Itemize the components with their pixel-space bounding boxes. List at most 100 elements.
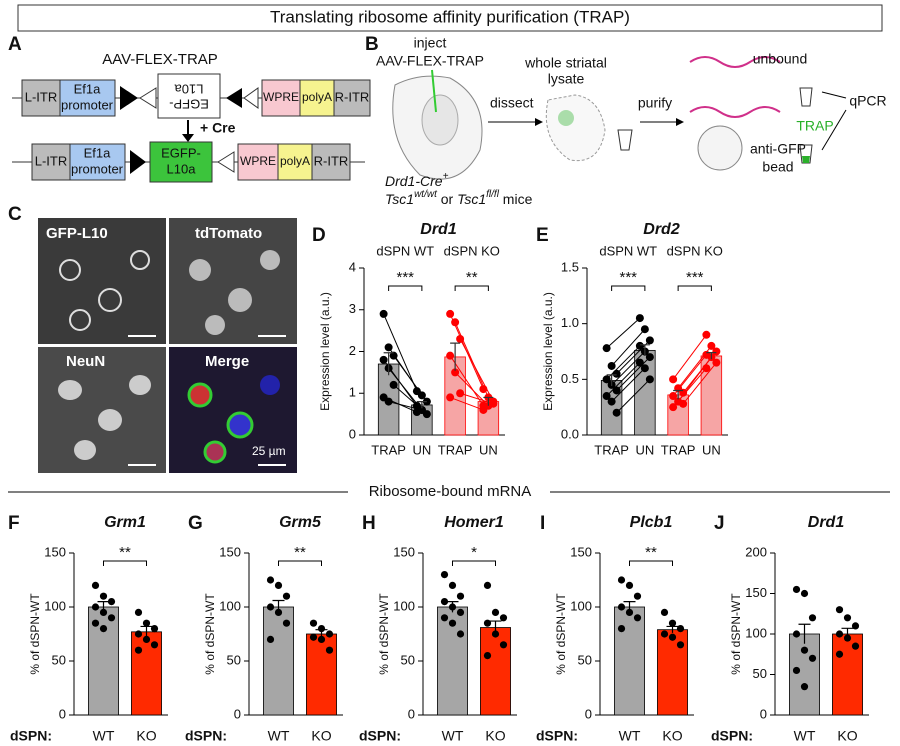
point (676, 641, 685, 649)
error-bar (446, 601, 459, 613)
y-tick-label: 100 (570, 598, 592, 613)
y-tick-label: 3 (349, 301, 356, 316)
y-tick-label: 50 (52, 652, 66, 667)
pair-line (459, 338, 494, 402)
error-bar (489, 620, 502, 634)
point (282, 619, 291, 627)
point (679, 399, 688, 408)
point (384, 397, 393, 406)
construct-title: AAV-FLEX-TRAP (102, 51, 218, 68)
pair-line (616, 356, 651, 391)
y-tick-label: 1.0 (561, 315, 579, 330)
x-tick-label: UN (635, 442, 654, 457)
point (851, 622, 860, 630)
point (660, 608, 669, 617)
point (91, 619, 100, 627)
point (389, 380, 398, 389)
mouse-line: Tsc1wt/wt or Tsc1fl/fl mice (385, 189, 533, 207)
panel-a: AAV-FLEX-TRAP L-ITR Ef1a promoter EGFP- … (12, 51, 371, 183)
point (417, 405, 426, 414)
section-title: Ribosome-bound mRNA (369, 483, 532, 500)
point (448, 581, 457, 590)
panel-label: H (362, 513, 376, 534)
panel-label: I (540, 513, 545, 534)
y-tick-label: 100 (745, 625, 767, 640)
pair-line (682, 362, 717, 405)
label: inject (414, 35, 447, 51)
point (635, 314, 644, 323)
panel-label: F (8, 513, 20, 534)
y-axis-label: % of dSPN-WT (377, 593, 391, 675)
point (479, 385, 488, 394)
label: R-ITR (314, 153, 349, 168)
x-prefix: dSPN: (185, 728, 227, 744)
point (99, 625, 108, 633)
significance: *** (396, 269, 414, 286)
chart-title: Drd1 (420, 221, 457, 238)
error-bar (483, 396, 494, 406)
significance-bracket (611, 285, 646, 291)
point (712, 347, 721, 356)
point (274, 581, 283, 590)
y-tick-label: 0 (59, 706, 66, 721)
point (325, 630, 334, 638)
y-tick-label: 2 (349, 343, 356, 358)
point (612, 408, 621, 417)
y-axis-label: Expression level (a.u.) (318, 292, 332, 411)
mouse-line: Drd1-Cre+ (385, 171, 449, 189)
point (107, 598, 116, 606)
image-label: tdTomato (195, 225, 262, 242)
point (712, 358, 721, 367)
group-label: dSPN WT (376, 243, 434, 258)
significance-bracket (388, 285, 423, 291)
pair-line (611, 351, 646, 386)
y-axis-label: % of dSPN-WT (554, 593, 568, 675)
panel-label: D (312, 225, 326, 246)
pair-line (383, 313, 418, 392)
panel-label: G (188, 513, 203, 534)
point (800, 683, 809, 691)
point (835, 650, 844, 658)
bar (614, 606, 645, 716)
y-tick-label: 50 (401, 652, 415, 667)
pair-line (611, 367, 646, 402)
point (635, 341, 644, 350)
y-tick-label: 1 (349, 385, 356, 400)
label: EGFP- (161, 145, 201, 160)
y-tick-label: 1.5 (561, 259, 579, 274)
point (325, 646, 334, 654)
label: polyA (280, 154, 310, 168)
panel-b: inject AAV-FLEX-TRAP dissect whole stria… (376, 35, 887, 207)
significance-bracket (452, 560, 496, 566)
point (456, 592, 465, 600)
point (451, 318, 460, 327)
y-tick-label: 0 (585, 706, 592, 721)
error-bar (383, 352, 394, 376)
point (446, 309, 455, 318)
x-prefix: dSPN: (359, 728, 401, 744)
point (107, 614, 116, 622)
point (640, 364, 649, 373)
point (645, 375, 654, 384)
y-tick-label: 100 (44, 598, 66, 613)
point (640, 325, 649, 334)
label: EGFP- (169, 97, 209, 112)
y-tick-label: 0 (408, 706, 415, 721)
point (309, 633, 318, 641)
x-tick-label: WT (619, 728, 641, 744)
x-tick-label: KO (311, 728, 331, 744)
point (625, 581, 634, 590)
label: L-ITR (35, 153, 68, 168)
point (483, 619, 492, 627)
point (800, 646, 809, 654)
significance-bracket (454, 285, 489, 291)
point (389, 351, 398, 360)
point (99, 592, 108, 600)
x-tick-label: KO (837, 728, 857, 744)
significance: *** (686, 269, 704, 286)
error-bar (450, 342, 461, 371)
label: promoter (71, 161, 124, 176)
x-tick-label: TRAP (594, 442, 629, 457)
point (607, 361, 616, 370)
point (800, 589, 809, 598)
